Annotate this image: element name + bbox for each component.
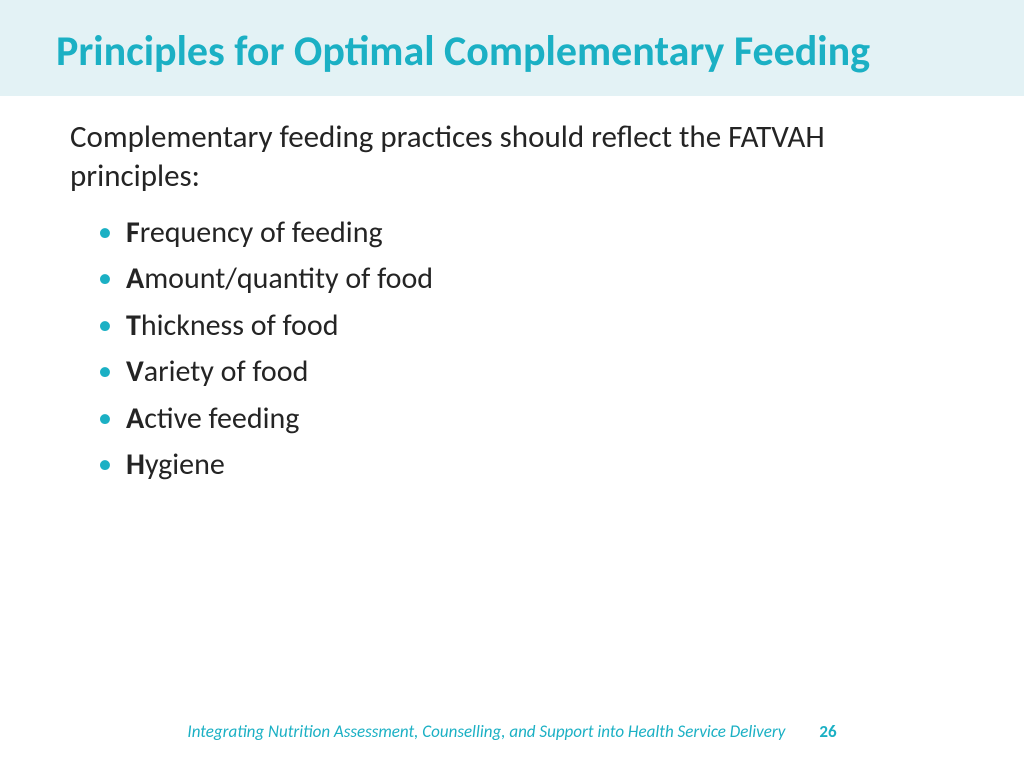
list-item: Amount/quantity of food (98, 256, 954, 303)
list-item-rest: requency of feeding (140, 214, 383, 251)
list-item: Hygiene (98, 442, 954, 489)
list-item-lead: A (126, 400, 144, 437)
body-area: Complementary feeding practices should r… (0, 96, 1024, 489)
list-item: Active feeding (98, 396, 954, 443)
title-band: Principles for Optimal Complementary Fee… (0, 0, 1024, 96)
list-item-lead: V (126, 353, 144, 390)
list-item-rest: ariety of food (144, 353, 309, 390)
list-item-rest: ygiene (145, 446, 225, 483)
list-item-rest: hickness of food (141, 307, 339, 344)
list-item: Frequency of feeding (98, 210, 954, 257)
page-number: 26 (819, 721, 836, 742)
list-item-lead: H (126, 446, 145, 483)
footer: Integrating Nutrition Assessment, Counse… (0, 721, 1024, 742)
list-item-rest: mount/quantity of food (144, 260, 433, 297)
list-item: Thickness of food (98, 303, 954, 350)
slide-title: Principles for Optimal Complementary Fee… (56, 28, 968, 76)
list-item: Variety of food (98, 349, 954, 396)
list-item-lead: T (126, 307, 141, 344)
principles-list: Frequency of feeding Amount/quantity of … (70, 210, 954, 489)
list-item-lead: A (126, 260, 144, 297)
list-item-rest: ctive feeding (144, 400, 299, 437)
footer-text: Integrating Nutrition Assessment, Counse… (187, 721, 785, 742)
list-item-lead: F (126, 214, 140, 251)
slide: Principles for Optimal Complementary Fee… (0, 0, 1024, 768)
intro-text: Complementary feeding practices should r… (70, 118, 954, 196)
